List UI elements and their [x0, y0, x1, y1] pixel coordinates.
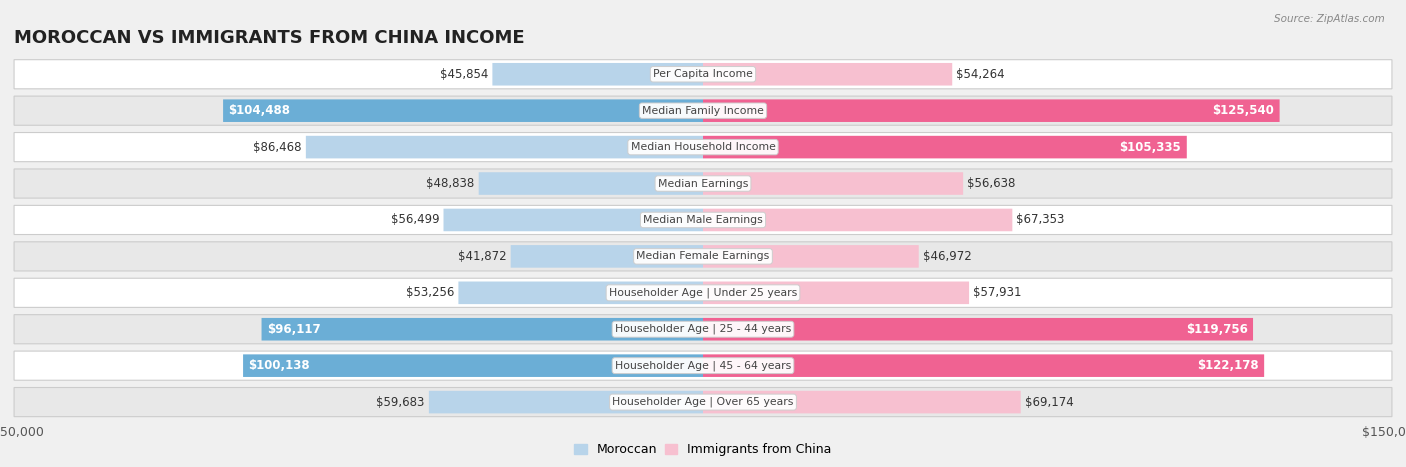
FancyBboxPatch shape: [510, 245, 703, 268]
Text: Median Earnings: Median Earnings: [658, 178, 748, 189]
FancyBboxPatch shape: [478, 172, 703, 195]
Text: Median Male Earnings: Median Male Earnings: [643, 215, 763, 225]
FancyBboxPatch shape: [14, 315, 1392, 344]
FancyBboxPatch shape: [703, 282, 969, 304]
Text: $67,353: $67,353: [1017, 213, 1064, 226]
FancyBboxPatch shape: [14, 351, 1392, 380]
Text: Householder Age | Under 25 years: Householder Age | Under 25 years: [609, 288, 797, 298]
FancyBboxPatch shape: [703, 354, 1264, 377]
Text: $48,838: $48,838: [426, 177, 475, 190]
Text: $119,756: $119,756: [1185, 323, 1247, 336]
FancyBboxPatch shape: [14, 278, 1392, 307]
Text: $46,972: $46,972: [922, 250, 972, 263]
Text: Householder Age | 25 - 44 years: Householder Age | 25 - 44 years: [614, 324, 792, 334]
Text: Median Family Income: Median Family Income: [643, 106, 763, 116]
Text: MOROCCAN VS IMMIGRANTS FROM CHINA INCOME: MOROCCAN VS IMMIGRANTS FROM CHINA INCOME: [14, 29, 524, 47]
FancyBboxPatch shape: [14, 169, 1392, 198]
FancyBboxPatch shape: [703, 99, 1279, 122]
Text: Source: ZipAtlas.com: Source: ZipAtlas.com: [1274, 14, 1385, 24]
FancyBboxPatch shape: [492, 63, 703, 85]
FancyBboxPatch shape: [703, 318, 1253, 340]
Text: Householder Age | 45 - 64 years: Householder Age | 45 - 64 years: [614, 361, 792, 371]
Text: $100,138: $100,138: [249, 359, 311, 372]
FancyBboxPatch shape: [458, 282, 703, 304]
Text: Per Capita Income: Per Capita Income: [652, 69, 754, 79]
Legend: Moroccan, Immigrants from China: Moroccan, Immigrants from China: [569, 439, 837, 461]
Text: $56,499: $56,499: [391, 213, 439, 226]
FancyBboxPatch shape: [703, 63, 952, 85]
FancyBboxPatch shape: [703, 136, 1187, 158]
FancyBboxPatch shape: [703, 209, 1012, 231]
FancyBboxPatch shape: [14, 205, 1392, 234]
Text: $96,117: $96,117: [267, 323, 321, 336]
Text: $45,854: $45,854: [440, 68, 488, 81]
FancyBboxPatch shape: [14, 96, 1392, 125]
Text: $86,468: $86,468: [253, 141, 302, 154]
Text: $69,174: $69,174: [1025, 396, 1074, 409]
Text: Householder Age | Over 65 years: Householder Age | Over 65 years: [612, 397, 794, 407]
Text: $59,683: $59,683: [377, 396, 425, 409]
FancyBboxPatch shape: [14, 388, 1392, 417]
FancyBboxPatch shape: [14, 133, 1392, 162]
Text: $53,256: $53,256: [406, 286, 454, 299]
Text: $104,488: $104,488: [229, 104, 291, 117]
Text: $57,931: $57,931: [973, 286, 1022, 299]
FancyBboxPatch shape: [262, 318, 703, 340]
FancyBboxPatch shape: [224, 99, 703, 122]
Text: Median Female Earnings: Median Female Earnings: [637, 251, 769, 262]
FancyBboxPatch shape: [307, 136, 703, 158]
FancyBboxPatch shape: [443, 209, 703, 231]
FancyBboxPatch shape: [703, 172, 963, 195]
FancyBboxPatch shape: [14, 60, 1392, 89]
Text: Median Household Income: Median Household Income: [630, 142, 776, 152]
FancyBboxPatch shape: [14, 242, 1392, 271]
Text: $41,872: $41,872: [458, 250, 506, 263]
Text: $122,178: $122,178: [1197, 359, 1258, 372]
Text: $105,335: $105,335: [1119, 141, 1181, 154]
FancyBboxPatch shape: [243, 354, 703, 377]
Text: $54,264: $54,264: [956, 68, 1005, 81]
FancyBboxPatch shape: [429, 391, 703, 413]
Text: $56,638: $56,638: [967, 177, 1015, 190]
FancyBboxPatch shape: [703, 391, 1021, 413]
Text: $125,540: $125,540: [1212, 104, 1274, 117]
FancyBboxPatch shape: [703, 245, 918, 268]
